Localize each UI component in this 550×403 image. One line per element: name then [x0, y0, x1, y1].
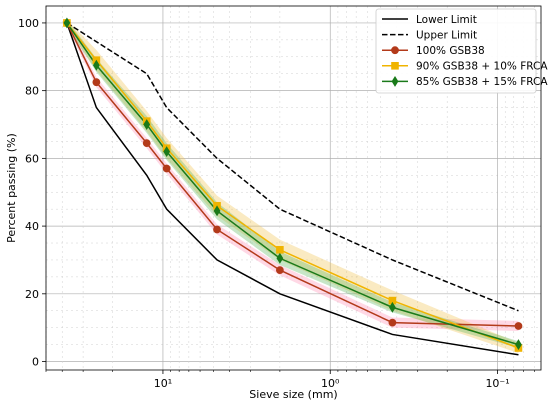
legend-box: [375, 8, 537, 94]
x-axis-label: Sieve size (mm): [249, 388, 337, 401]
data-point: [275, 266, 284, 275]
y-axis-label: Percent passing (%): [5, 133, 18, 243]
legend-entry-label: Lower Limit: [416, 14, 477, 26]
data-point: [163, 146, 171, 158]
legend-marker: [391, 46, 399, 55]
series-lines: [66, 22, 519, 356]
series-line: [66, 22, 519, 349]
data-point: [388, 318, 397, 327]
y-tick-label: 60: [25, 152, 39, 165]
data-point: [63, 17, 71, 29]
x-tick-label: 10⁰: [321, 377, 340, 390]
legend-marker: [391, 62, 399, 70]
data-point: [92, 59, 100, 71]
data-point: [276, 252, 284, 264]
series-markers: [63, 17, 523, 352]
data-point: [389, 301, 396, 313]
y-tick-label: 80: [25, 85, 39, 98]
axis-ticks: 0 20 40 60 80 100 10¹ 10⁰ 10⁻¹: [18, 17, 535, 390]
x-tick-label: 10⁻¹: [485, 377, 509, 390]
legend-entry-label: 100% GSB38: [416, 45, 485, 57]
legend-marker: [391, 75, 399, 87]
data-point: [276, 245, 284, 254]
data-point: [143, 119, 151, 130]
y-tick-label: 20: [25, 288, 39, 301]
data-point: [514, 322, 523, 330]
series-line: [66, 22, 519, 346]
data-point: [92, 78, 101, 87]
legend-entry-label: Upper Limit: [416, 29, 477, 41]
plot-frame: [45, 5, 542, 371]
data-point: [162, 164, 171, 173]
series-line: [66, 22, 519, 312]
legend-entry-label: 90% GSB38 + 10% FRCA: [416, 61, 548, 73]
data-point: [213, 205, 221, 217]
legend: Lower Limit Upper Limit 100% GSB38 90% GSB3…: [375, 8, 548, 94]
series-line: [66, 22, 519, 356]
data-point: [213, 225, 221, 234]
legend-entry-label: 85% GSB38 + 15% FRCA: [416, 76, 548, 88]
series-line: [66, 22, 519, 327]
y-tick-label: 40: [25, 220, 39, 233]
x-tick-label: 10¹: [154, 377, 172, 390]
y-tick-label: 0: [32, 356, 39, 369]
data-point: [142, 139, 151, 148]
data-point: [515, 339, 522, 351]
y-tick-label: 100: [18, 17, 39, 30]
